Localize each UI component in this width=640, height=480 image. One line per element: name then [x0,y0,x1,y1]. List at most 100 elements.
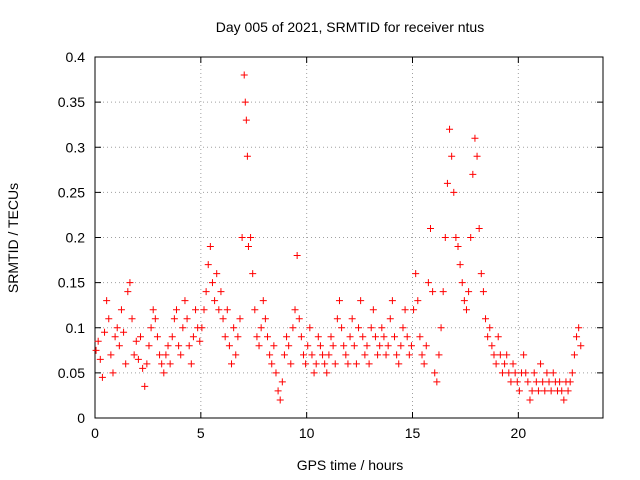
data-point [511,369,519,377]
data-point [223,306,231,314]
data-point [573,333,581,341]
data-point [139,364,147,372]
data-point [319,351,327,359]
data-point [577,342,585,350]
data-point [382,351,390,359]
data-point [401,306,409,314]
data-point [446,125,454,133]
data-point [355,324,363,332]
data-point [308,351,316,359]
data-point [505,369,513,377]
data-point [361,351,369,359]
data-point [115,342,123,350]
data-point [321,360,329,368]
data-point [264,333,272,341]
x-tick-label: 5 [197,425,205,441]
data-point [270,342,278,350]
data-point [520,351,528,359]
data-point [151,315,159,323]
data-point [111,333,119,341]
data-point [374,351,382,359]
data-point [243,152,251,160]
data-point [549,369,557,377]
data-point [543,369,551,377]
data-point [236,315,244,323]
data-point [416,333,424,341]
data-point [217,288,225,296]
data-point [266,351,274,359]
data-point [213,270,221,278]
data-point [435,351,443,359]
data-point [170,315,178,323]
data-point [249,270,257,278]
data-point [242,116,250,124]
data-point [244,243,252,251]
data-point [350,342,358,350]
data-point [278,378,286,386]
data-point [251,306,259,314]
data-point [509,360,517,368]
data-point [113,324,121,332]
data-point [405,351,413,359]
data-point [426,224,434,232]
data-point [126,279,134,287]
data-point [473,152,481,160]
y-tick-label: 0.05 [58,365,85,381]
data-point [297,333,305,341]
data-point [181,297,189,305]
data-point [530,369,538,377]
data-point [522,369,530,377]
data-point [274,387,282,395]
data-point [293,252,301,260]
data-point [384,342,392,350]
data-point [134,355,142,363]
data-point [247,234,255,241]
data-point [166,360,174,368]
data-point [132,337,140,345]
y-tick-label: 0.2 [66,230,86,246]
data-point [314,333,322,341]
data-point [253,333,261,341]
data-point [208,279,216,287]
data-point [395,360,403,368]
data-point [386,315,394,323]
data-point [107,351,115,359]
data-point [365,360,373,368]
data-point [168,333,176,341]
data-point [575,324,583,332]
data-point [460,297,468,305]
data-point [323,369,331,377]
data-point [418,351,426,359]
data-point [534,387,542,395]
data-point [532,378,540,386]
data-point [272,369,280,377]
data-point [225,342,233,350]
data-point [465,288,473,296]
data-point [96,355,104,363]
data-point [206,243,214,251]
data-point [192,306,200,314]
data-point [422,342,430,350]
data-point [397,342,405,350]
data-point [346,333,354,341]
data-point [348,315,356,323]
data-point [259,297,267,305]
data-point [503,351,511,359]
y-tick-label: 0.3 [66,139,86,155]
data-point [196,337,204,345]
data-point [338,324,346,332]
data-point [484,333,492,341]
data-point [469,170,477,178]
x-tick-label: 10 [299,425,315,441]
data-point [471,134,479,142]
data-point [420,360,428,368]
data-point [268,360,276,368]
data-point [325,351,333,359]
data-point [357,297,365,305]
data-point [299,351,307,359]
data-point [105,315,113,323]
data-point [120,328,128,336]
data-point [528,387,536,395]
data-point [547,387,555,395]
data-point [371,333,379,341]
